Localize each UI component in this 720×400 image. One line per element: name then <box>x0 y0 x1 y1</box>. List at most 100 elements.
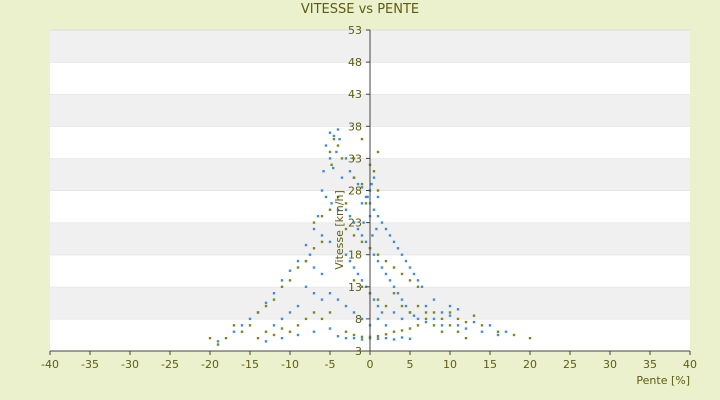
data-point <box>408 266 412 269</box>
y-tick-label: 23 <box>348 217 362 230</box>
data-point <box>356 227 360 231</box>
data-point <box>280 336 284 340</box>
data-point <box>384 336 388 340</box>
data-point <box>416 304 420 308</box>
data-point <box>232 324 236 327</box>
data-point <box>375 227 378 231</box>
data-point <box>288 311 292 314</box>
data-point <box>312 247 316 250</box>
data-point <box>352 234 356 237</box>
data-point <box>348 259 352 263</box>
data-point <box>336 208 340 211</box>
data-point <box>332 166 335 170</box>
data-point <box>272 292 276 295</box>
data-point <box>324 144 328 147</box>
data-point <box>364 240 368 244</box>
x-tick-label: 40 <box>683 358 697 371</box>
data-point <box>456 308 460 311</box>
x-tick-label: 5 <box>407 358 414 371</box>
data-point <box>336 195 340 199</box>
data-point <box>496 333 500 337</box>
data-point <box>456 317 460 321</box>
data-point <box>280 285 284 288</box>
data-point <box>324 195 328 199</box>
data-point <box>328 311 332 314</box>
data-point <box>344 330 348 333</box>
data-point <box>472 320 476 324</box>
x-tick-label: -5 <box>325 358 336 371</box>
data-point <box>332 134 336 138</box>
data-point <box>396 292 400 295</box>
data-point <box>320 240 324 244</box>
data-point <box>432 324 436 327</box>
data-point <box>328 240 332 244</box>
data-point <box>380 266 384 269</box>
data-point <box>224 336 228 340</box>
data-point <box>376 189 380 192</box>
data-point <box>344 336 348 340</box>
data-point <box>328 327 332 330</box>
data-point <box>264 340 268 343</box>
data-point <box>360 279 364 282</box>
data-point <box>320 317 324 321</box>
data-point <box>400 253 404 256</box>
data-point <box>392 240 396 244</box>
data-point <box>304 285 308 288</box>
data-point <box>348 170 352 173</box>
data-point <box>240 324 244 327</box>
data-point <box>280 317 284 321</box>
data-point <box>416 279 420 282</box>
data-point <box>296 304 300 308</box>
data-point <box>330 163 333 167</box>
data-point <box>360 137 364 141</box>
data-point <box>400 304 404 308</box>
data-point <box>352 221 356 224</box>
data-point <box>216 340 220 343</box>
x-tick-label: 30 <box>603 358 617 371</box>
data-point <box>504 330 508 333</box>
data-point <box>320 189 324 192</box>
y-tick-label: 28 <box>348 185 362 198</box>
data-point <box>432 317 436 321</box>
data-point <box>296 333 300 337</box>
data-point <box>336 128 340 131</box>
data-point <box>376 304 380 308</box>
data-point <box>372 170 376 173</box>
data-point <box>232 330 236 333</box>
data-point <box>384 227 388 231</box>
data-point <box>376 253 380 256</box>
data-point <box>366 195 369 199</box>
x-tick-label: 10 <box>443 358 457 371</box>
data-point <box>344 227 348 231</box>
data-point <box>312 221 316 224</box>
data-point <box>296 324 300 327</box>
data-point <box>330 202 333 205</box>
data-point <box>352 333 356 337</box>
data-point <box>362 221 365 224</box>
y-tick-label: 43 <box>348 88 362 101</box>
data-point <box>338 137 341 141</box>
x-tick-label: -10 <box>281 358 299 371</box>
x-tick-label: 25 <box>563 358 577 371</box>
data-point <box>336 144 340 147</box>
data-point <box>312 292 316 295</box>
data-point <box>424 320 428 324</box>
data-point <box>456 324 460 327</box>
data-point <box>416 317 420 321</box>
data-point <box>360 234 364 237</box>
data-point <box>380 311 384 314</box>
data-point <box>392 338 396 341</box>
y-tick-label: 33 <box>348 152 362 165</box>
data-point <box>340 176 344 179</box>
data-point <box>280 327 284 330</box>
data-point <box>416 324 420 327</box>
y-axis-label: Vitesse [km/h] <box>333 190 346 270</box>
data-point <box>348 214 352 218</box>
data-point <box>328 292 332 295</box>
x-tick-label: 35 <box>643 358 657 371</box>
data-point <box>392 311 396 314</box>
data-point <box>352 279 356 282</box>
x-tick-label: -40 <box>41 358 59 371</box>
y-tick-label: 13 <box>348 281 362 294</box>
data-point <box>320 272 324 276</box>
